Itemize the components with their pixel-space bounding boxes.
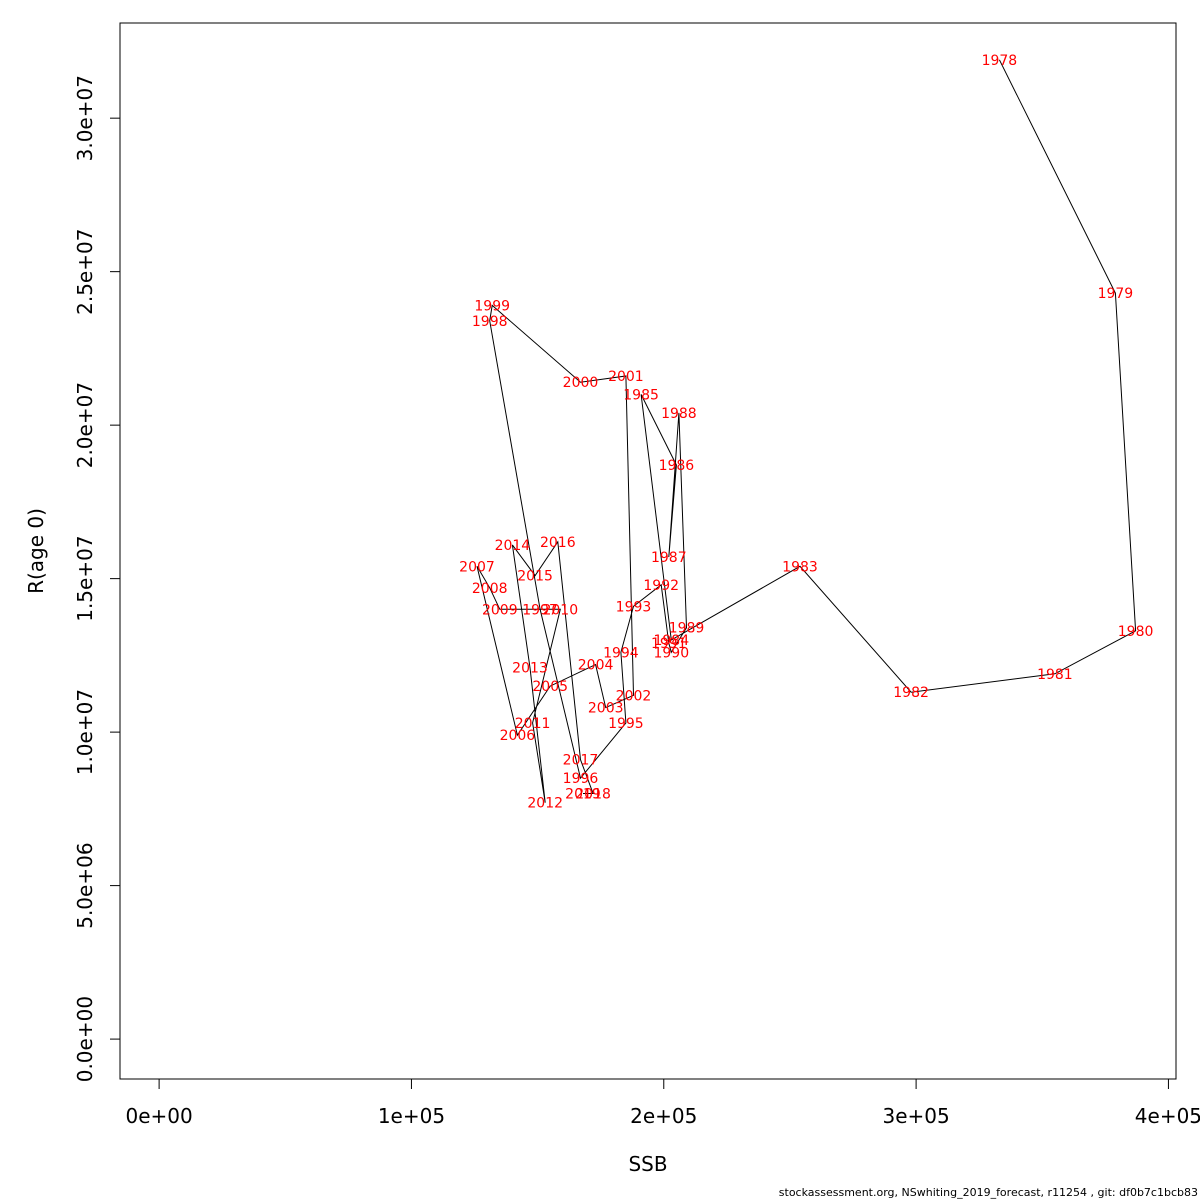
point-label-group: 1978 1979 1980 1981 1982 1983 1984 1985 1986 1987… xyxy=(459,53,1153,812)
point-label-1990: 1990 xyxy=(653,645,689,661)
y-tick-label: 1.0e+07 xyxy=(73,689,97,775)
point-label-1984: 1984 xyxy=(653,633,689,649)
point-label-1993: 1993 xyxy=(616,599,652,615)
y-tick-label: 2.0e+07 xyxy=(73,382,97,468)
y-axis-title: R(age 0) xyxy=(24,508,48,594)
x-axis: 0e+00 1e+05 2e+05 3e+05 4e+05 xyxy=(125,1078,1200,1128)
point-label-2000: 2000 xyxy=(563,375,599,391)
point-label-2018: 2018 xyxy=(575,787,611,803)
recruitment-path-line xyxy=(476,59,1137,803)
point-label-2002: 2002 xyxy=(616,688,652,704)
y-axis: 0.0e+00 5.0e+06 1.0e+07 1.5e+07 2.0e+07 2.5e+… xyxy=(73,75,121,1082)
point-label-1997: 1997 xyxy=(522,602,558,618)
point-label-1998: 1998 xyxy=(472,314,508,330)
y-tick-label: 1.5e+07 xyxy=(73,535,97,621)
point-label-2019: 2019 xyxy=(565,787,601,803)
point-label-2007: 2007 xyxy=(459,559,495,575)
point-label-1991: 1991 xyxy=(651,636,687,652)
point-label-1981: 1981 xyxy=(1037,667,1073,683)
point-label-1986: 1986 xyxy=(659,458,695,474)
point-label-2009: 2009 xyxy=(482,602,518,618)
point-label-2014: 2014 xyxy=(495,538,531,554)
point-label-2006: 2006 xyxy=(500,728,536,744)
point-label-1978: 1978 xyxy=(982,53,1018,69)
point-label-1979: 1979 xyxy=(1098,286,1134,302)
point-label-1985: 1985 xyxy=(623,387,659,403)
point-label-2012: 2012 xyxy=(527,796,563,812)
x-tick-label: 1e+05 xyxy=(378,1104,445,1128)
y-tick-label: 0.0e+00 xyxy=(73,996,97,1082)
point-label-1999: 1999 xyxy=(474,298,510,314)
y-tick-label: 2.5e+07 xyxy=(73,229,97,315)
point-label-2011: 2011 xyxy=(515,716,551,732)
y-tick-label: 3.0e+07 xyxy=(73,75,97,161)
point-label-1980: 1980 xyxy=(1118,624,1154,640)
x-tick-label: 0e+00 xyxy=(125,1104,192,1128)
point-label-1992: 1992 xyxy=(643,578,679,594)
point-label-2003: 2003 xyxy=(588,701,624,717)
x-tick-label: 3e+05 xyxy=(882,1104,949,1128)
point-label-2013: 2013 xyxy=(512,661,548,677)
point-label-1987: 1987 xyxy=(651,550,687,566)
point-label-2016: 2016 xyxy=(540,535,576,551)
point-label-2008: 2008 xyxy=(472,581,508,597)
point-label-1996: 1996 xyxy=(563,771,599,787)
x-tick-label: 2e+05 xyxy=(630,1104,697,1128)
point-label-1988: 1988 xyxy=(661,406,697,422)
point-label-2015: 2015 xyxy=(517,569,553,585)
point-label-1995: 1995 xyxy=(608,716,644,732)
point-label-1982: 1982 xyxy=(893,685,929,701)
y-tick-label: 5.0e+06 xyxy=(73,842,97,928)
point-label-1989: 1989 xyxy=(669,621,705,637)
x-tick-label: 4e+05 xyxy=(1135,1104,1200,1128)
x-axis-title: SSB xyxy=(628,1152,667,1176)
point-label-2005: 2005 xyxy=(532,679,568,695)
recruitment-line-group xyxy=(476,59,1137,803)
footer-credit: stockassessment.org, NSwhiting_2019_fore… xyxy=(778,1186,1198,1199)
point-label-2004: 2004 xyxy=(578,658,614,674)
point-label-1994: 1994 xyxy=(603,645,639,661)
point-label-1983: 1983 xyxy=(782,559,818,575)
point-label-2001: 2001 xyxy=(608,369,644,385)
point-label-2010: 2010 xyxy=(542,602,578,618)
point-label-2017: 2017 xyxy=(563,753,599,769)
